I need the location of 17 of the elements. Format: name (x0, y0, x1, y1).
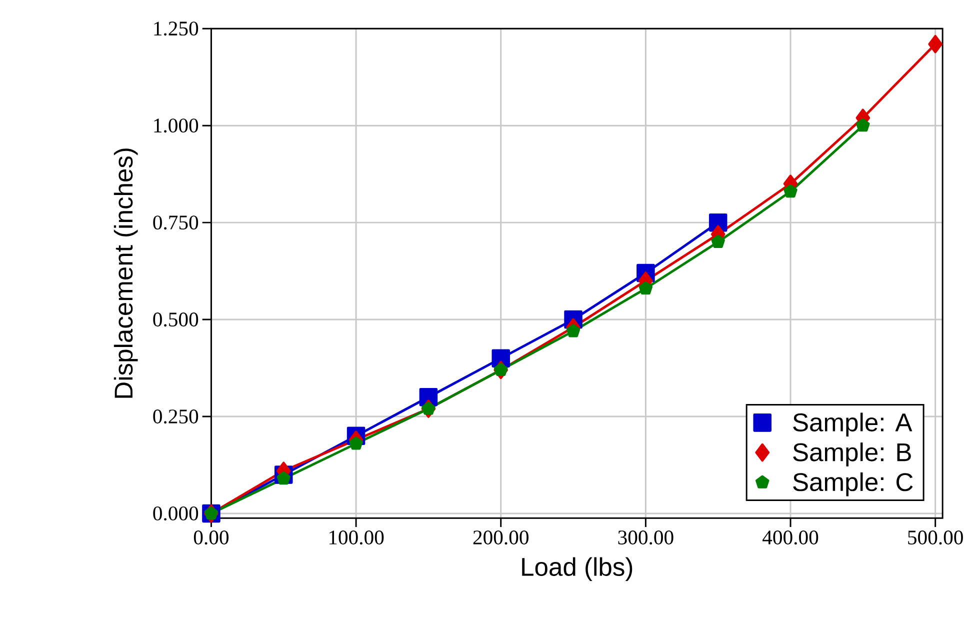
y-tick-label: 1.250 (154, 22, 198, 36)
y-axis-title: Displacement (inches) (114, 148, 138, 398)
x-tick-label: 100.00 (329, 530, 384, 545)
y-tick-label: 1.000 (154, 118, 198, 133)
x-tick-label: 0.00 (194, 530, 229, 545)
y-tick-label: 0.250 (153, 410, 198, 424)
x-tick-label: 400.00 (762, 530, 818, 545)
legend-label: Sample: C (793, 472, 913, 496)
y-tick-label: 0.500 (153, 312, 198, 327)
x-tick-label: 500.00 (908, 530, 963, 545)
x-tick-label: 300.00 (618, 530, 674, 545)
y-tick-label: 0.000 (153, 506, 198, 521)
legend-label: Sample: B (793, 442, 911, 466)
y-tick-label: 0.750 (153, 216, 198, 230)
x-tick-label: 200.00 (473, 530, 528, 545)
x-axis-title: Load (lbs) (522, 557, 632, 582)
legend-label: Sample: A (793, 412, 912, 437)
